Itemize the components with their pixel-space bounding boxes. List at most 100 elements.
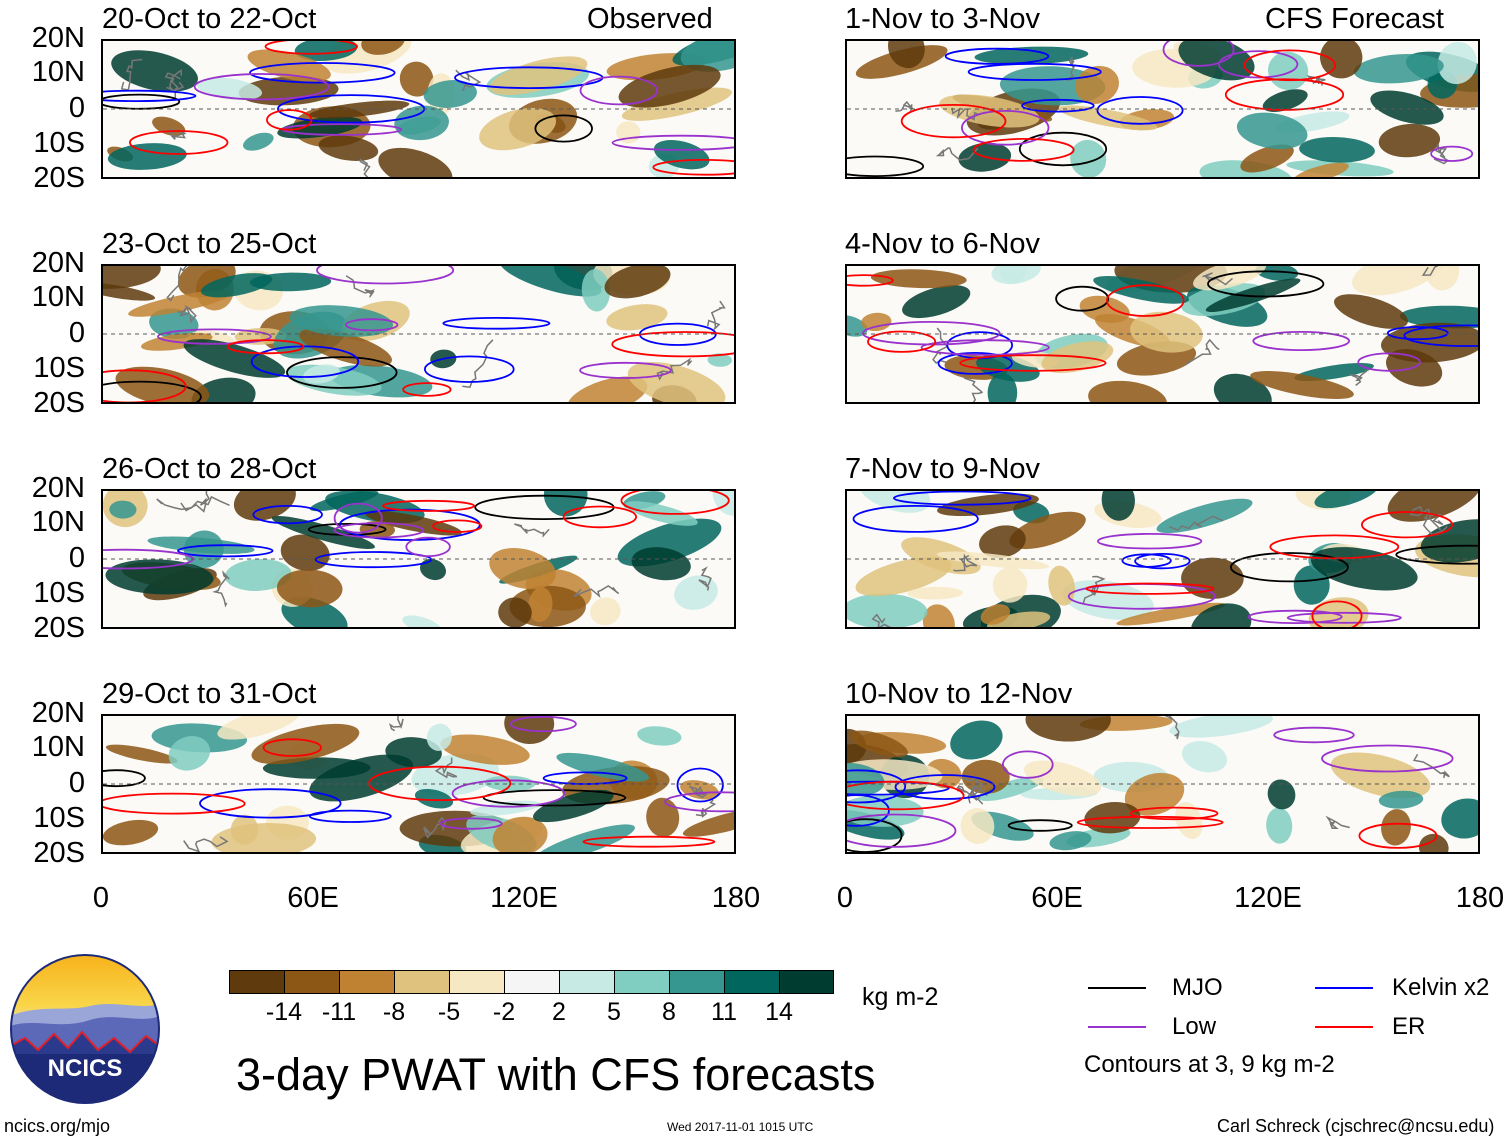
colorbar-label: 8 [662, 998, 676, 1026]
pwat-anomaly-shading [1292, 162, 1349, 177]
contour-note: Contours at 3, 9 kg m-2 [1084, 1051, 1335, 1078]
pwat-anomaly-shading [303, 364, 340, 384]
contour-mjo [482, 789, 627, 807]
pwat-anomaly-shading [499, 266, 602, 297]
panel-title-1: 20-Oct to 22-Oct [102, 3, 317, 35]
pwat-anomaly-shading [961, 759, 1010, 794]
lat-label: 10N [31, 506, 85, 538]
pwat-anomaly-shading [115, 366, 210, 402]
pwat-anomaly-shading [1181, 740, 1228, 773]
footer-url[interactable]: ncics.org/mjo [4, 1116, 111, 1136]
pwat-anomaly-shading [1267, 779, 1296, 810]
pwat-anomaly-shading [987, 373, 1018, 402]
observed-label: Observed [587, 3, 713, 35]
contour-kelvin [894, 774, 996, 800]
contour-mjo [1395, 544, 1478, 565]
coastline [1325, 815, 1350, 829]
coastline [935, 147, 979, 161]
map-panel-obs-3 [101, 489, 736, 629]
pwat-anomaly-shading [1314, 491, 1379, 509]
pwat-anomaly-shading [616, 121, 641, 144]
pwat-anomaly-shading [492, 816, 548, 852]
pwat-anomaly-shading [394, 105, 449, 141]
contour-er [264, 41, 358, 55]
contour-kelvin [199, 788, 342, 819]
logo-text: NCICS [48, 1055, 123, 1082]
colorbar-swatch [614, 970, 670, 994]
contour-kelvin [177, 544, 274, 558]
contour-mjo [286, 356, 398, 389]
contour-kelvin [847, 794, 890, 827]
coastline [871, 613, 891, 627]
coastline [434, 757, 458, 779]
coastline [455, 69, 482, 92]
colorbar-swatch [669, 970, 725, 994]
contour-low [1430, 145, 1474, 162]
lon-label: 60E [1031, 882, 1083, 914]
pwat-anomaly-shading [1437, 41, 1477, 85]
contour-kelvin [308, 809, 392, 823]
coastline [345, 275, 375, 298]
pwat-anomaly-shading [414, 788, 454, 809]
colorbar-label: -2 [492, 998, 516, 1026]
pwat-anomaly-shading [504, 716, 555, 745]
coastline [1409, 505, 1444, 526]
coastline [1349, 367, 1373, 386]
pwat-anomaly-shading [489, 547, 556, 590]
pwat-anomaly-shading [1205, 278, 1301, 313]
pwat-anomaly-shading [980, 604, 1011, 625]
contour-low [1218, 50, 1299, 79]
pwat-anomaly-shading [440, 734, 530, 765]
pwat-anomaly-shading [1320, 41, 1363, 79]
pwat-anomaly-shading [999, 266, 1028, 285]
contour-er [103, 792, 246, 815]
legend-line-mjo [1088, 987, 1146, 989]
legend-label-kelvin: Kelvin x2 [1392, 974, 1490, 1001]
pwat-anomaly-shading [533, 824, 635, 852]
contour-kelvin [1386, 326, 1449, 341]
pwat-anomaly-shading [1294, 362, 1374, 382]
contour-low [1252, 331, 1351, 352]
lat-label: 10N [31, 281, 85, 313]
pwat-anomaly-shading [1381, 809, 1411, 846]
contour-low [611, 134, 734, 151]
contour-er [1106, 284, 1185, 317]
pwat-anomaly-shading [1240, 144, 1294, 173]
pwat-anomaly-shading [109, 500, 137, 519]
pwat-anomaly-shading [1387, 491, 1478, 522]
pwat-anomaly-shading [1418, 833, 1449, 852]
pwat-anomaly-shading [224, 559, 292, 591]
pwat-anomaly-shading [888, 41, 925, 69]
pwat-anomaly-shading [581, 269, 611, 312]
lat-label: 0 [68, 767, 85, 799]
colorbar-label: 5 [607, 998, 621, 1026]
contour-kelvin [1121, 553, 1172, 568]
pwat-anomaly-shading [1130, 311, 1203, 353]
pwat-anomaly-shading [103, 282, 156, 301]
pwat-anomaly-shading [289, 305, 394, 337]
pwat-anomaly-shading [107, 143, 187, 170]
pwat-anomaly-shading [489, 56, 588, 96]
contour-kelvin [442, 316, 551, 330]
pwat-anomaly-shading [419, 558, 447, 581]
colorbar [229, 970, 834, 994]
contour-low [333, 522, 425, 539]
pwat-anomaly-shading [217, 716, 300, 740]
pwat-anomaly-shading [200, 273, 273, 298]
pwat-anomaly-shading [978, 776, 1044, 801]
contour-er [562, 505, 637, 529]
contour-low [509, 716, 577, 733]
map-panel-fcst-4 [845, 714, 1480, 854]
pwat-anomaly-shading [646, 797, 680, 838]
figure-title: 3-day PWAT with CFS forecasts [236, 1049, 876, 1100]
pwat-anomaly-shading [1352, 266, 1444, 296]
pwat-anomaly-shading [103, 819, 159, 846]
pwat-anomaly-shading [1268, 51, 1309, 91]
pwat-anomaly-shading [992, 567, 1028, 603]
coastline [359, 158, 371, 177]
coastline [688, 785, 708, 799]
pwat-anomaly-shading [1370, 90, 1444, 125]
cfs-forecast-label: CFS Forecast [1265, 3, 1444, 35]
pwat-anomaly-shading [399, 61, 434, 97]
lat-label: 20S [33, 387, 85, 419]
